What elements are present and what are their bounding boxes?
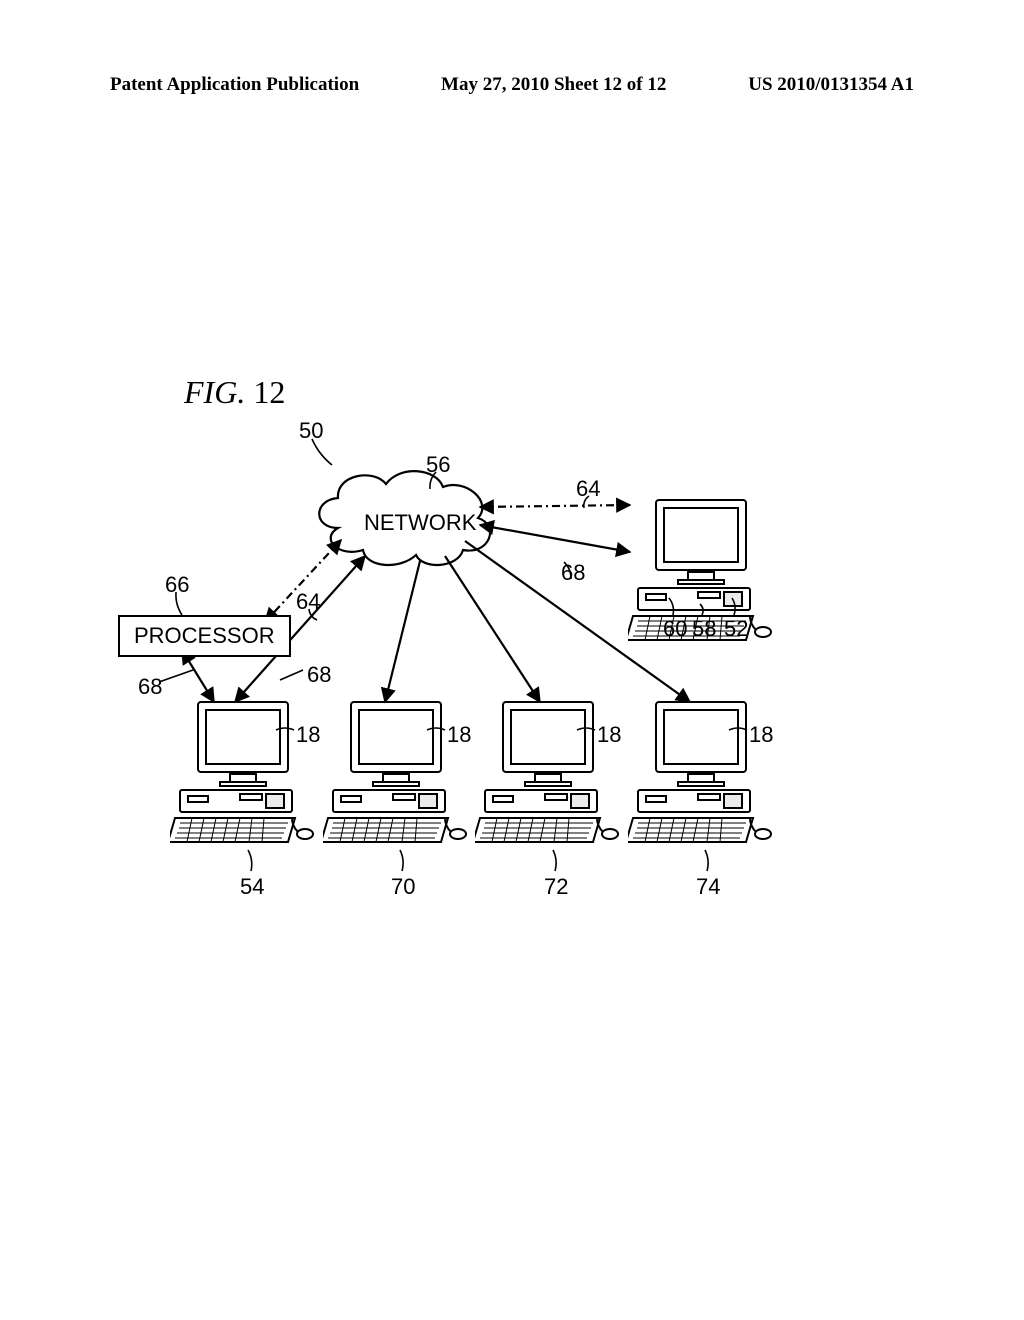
ref-label-56: 56 <box>426 452 450 478</box>
ref-label-74: 74 <box>696 874 720 900</box>
computer-c70 <box>323 700 468 850</box>
ref-label-64: 64 <box>576 476 600 502</box>
processor-box: PROCESSOR <box>118 615 291 657</box>
ref-label-68: 68 <box>561 560 585 586</box>
header-right: US 2010/0131354 A1 <box>748 74 914 96</box>
network-cloud-label: NETWORK <box>364 510 476 536</box>
header-left: Patent Application Publication <box>110 74 359 96</box>
computer-c74 <box>628 700 773 850</box>
ref-label-64: 64 <box>296 589 320 615</box>
diagram-svg <box>110 390 914 950</box>
computer-c52 <box>628 498 773 648</box>
ref-label-72: 72 <box>544 874 568 900</box>
ref-label-50: 50 <box>299 418 323 444</box>
computer-c54 <box>170 700 315 850</box>
network-diagram: NETWORK PROCESSOR 5056646664686058526868… <box>110 390 914 950</box>
ref-label-68: 68 <box>138 674 162 700</box>
header-center: May 27, 2010 Sheet 12 of 12 <box>441 74 666 96</box>
ref-label-54: 54 <box>240 874 264 900</box>
page-header: Patent Application Publication May 27, 2… <box>0 74 1024 96</box>
computer-c72 <box>475 700 620 850</box>
ref-label-68: 68 <box>307 662 331 688</box>
ref-label-66: 66 <box>165 572 189 598</box>
ref-label-70: 70 <box>391 874 415 900</box>
